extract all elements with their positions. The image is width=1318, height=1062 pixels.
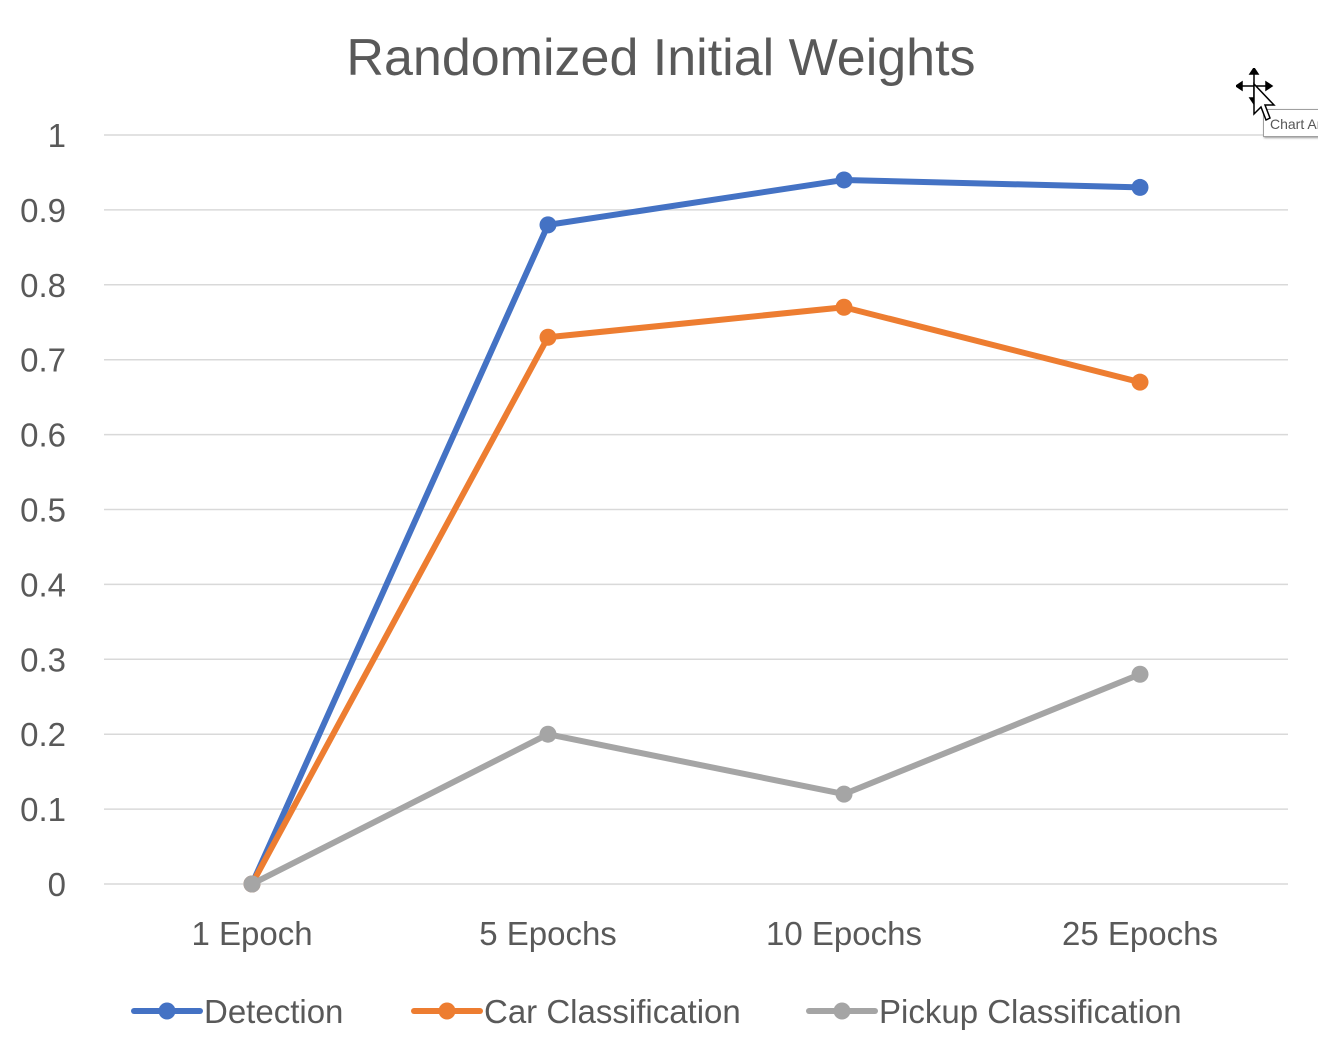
data-point[interactable] [539, 725, 557, 743]
legend-swatch-marker [438, 1002, 456, 1020]
data-point[interactable] [835, 171, 853, 189]
data-point[interactable] [1131, 665, 1149, 683]
x-axis: 1 Epoch 5 Epochs 10 Epochs 25 Epochs [191, 915, 1218, 952]
plot-area[interactable] [243, 171, 1149, 893]
x-tick-label: 1 Epoch [191, 915, 312, 952]
legend-item[interactable]: Pickup Classification [806, 993, 1182, 1030]
series-detection[interactable] [243, 171, 1149, 893]
y-tick-label: 0.2 [20, 716, 66, 753]
x-tick-label: 10 Epochs [766, 915, 922, 952]
legend-label: Pickup Classification [879, 993, 1182, 1030]
legend-item[interactable]: Car Classification [411, 993, 741, 1030]
legend[interactable]: Detection Car Classification Pickup Classi… [131, 993, 1182, 1030]
legend-item[interactable]: Detection [131, 993, 343, 1030]
gridlines [104, 134, 1288, 885]
legend-swatch-marker [158, 1002, 176, 1020]
series-pickup-classification[interactable] [243, 665, 1149, 893]
y-tick-label: 0 [48, 866, 66, 903]
data-point[interactable] [243, 875, 261, 893]
data-point[interactable] [1131, 178, 1149, 196]
move-cursor-icon [1236, 68, 1276, 122]
legend-label: Detection [204, 993, 343, 1030]
y-tick-label: 0.8 [20, 267, 66, 304]
data-point[interactable] [835, 785, 853, 803]
y-tick-label: 0.4 [20, 566, 66, 603]
legend-label: Car Classification [484, 993, 741, 1030]
data-point[interactable] [539, 216, 557, 234]
x-tick-label: 25 Epochs [1062, 915, 1218, 952]
chart-area-tooltip: Chart Area [1263, 109, 1318, 137]
y-tick-label: 0.6 [20, 417, 66, 454]
series-line[interactable] [249, 176, 1143, 887]
y-axis: 0 0.1 0.2 0.3 0.4 0.5 0.6 0.7 0.8 0.9 1 [20, 117, 66, 903]
series-line[interactable] [249, 304, 1143, 887]
x-tick-label: 5 Epochs [479, 915, 617, 952]
y-tick-label: 0.1 [20, 791, 66, 828]
series-line[interactable] [249, 671, 1143, 887]
y-tick-label: 0.9 [20, 192, 66, 229]
y-tick-label: 0.7 [20, 342, 66, 379]
y-tick-label: 1 [48, 117, 66, 154]
data-point[interactable] [1131, 373, 1149, 391]
y-tick-label: 0.5 [20, 492, 66, 529]
y-tick-label: 0.3 [20, 641, 66, 678]
data-point[interactable] [539, 328, 557, 346]
legend-swatch-marker [833, 1002, 851, 1020]
data-point[interactable] [835, 298, 853, 316]
chart-title: Randomized Initial Weights [346, 29, 975, 87]
